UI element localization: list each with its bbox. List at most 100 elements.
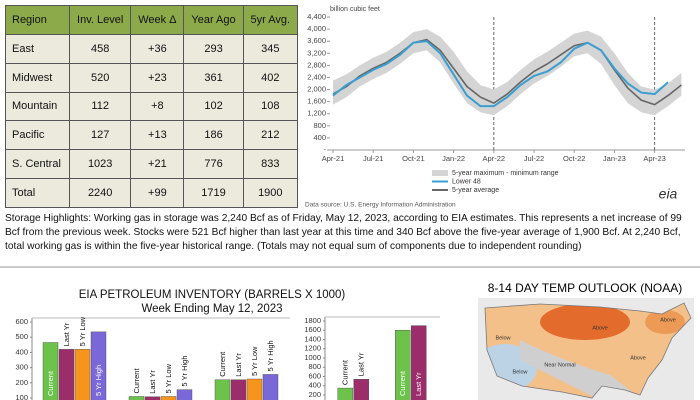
- y-tick-label: 800: [308, 362, 321, 371]
- bar: [395, 330, 411, 400]
- y-tick-label: -: [324, 145, 327, 154]
- storage-highlights: Storage Highlights: Working gas in stora…: [5, 213, 682, 252]
- y-tick-label: 1,600: [307, 97, 326, 106]
- logo: eia: [659, 186, 678, 202]
- table-cell: 402: [242, 62, 299, 93]
- table-cell: Inv. Level: [69, 5, 132, 35]
- y-axis-label: billion cubic feet: [330, 6, 380, 13]
- bar-label: 5 Yr Low: [164, 363, 173, 393]
- series-line: [332, 40, 669, 108]
- legend-label: 5-year maximum - minimum range: [452, 170, 559, 177]
- map-region: [540, 304, 630, 340]
- bar-label: Current: [132, 368, 141, 394]
- bar-label: Current: [46, 370, 55, 396]
- y-tick-label: 3,200: [307, 48, 326, 57]
- bar: [262, 374, 279, 400]
- y-tick-label: 1,200: [307, 109, 326, 118]
- table-cell: 776: [183, 149, 244, 180]
- map-region: [520, 340, 640, 398]
- x-tick-label: Oct-22: [563, 154, 586, 163]
- table-cell: 108: [242, 91, 299, 122]
- table-cell: Pacific: [4, 120, 71, 151]
- bar-label: Current: [398, 370, 407, 396]
- table-cell: 345: [242, 33, 299, 64]
- bar: [230, 379, 247, 400]
- bar: [160, 396, 177, 400]
- y-tick-label: 4,000: [307, 24, 326, 33]
- x-tick-label: Jul-21: [363, 154, 383, 163]
- legend-swatch: [432, 170, 448, 176]
- legend-label: Lower 48: [452, 178, 481, 185]
- table-row: S. Central 1023 +21 776 833: [4, 149, 299, 180]
- y-tick-label: 2,400: [307, 72, 326, 81]
- bar-label: 5 Yr High: [94, 365, 103, 396]
- y-tick-label: 1000: [304, 353, 321, 362]
- table-cell: +36: [130, 33, 185, 64]
- table-cell: 1023: [69, 149, 132, 180]
- y-tick-label: 800: [313, 121, 326, 130]
- table-row: Total 2240 +99 1719 1900: [4, 178, 299, 208]
- map-region: [645, 310, 685, 334]
- map-label: Near Normal: [544, 362, 575, 368]
- y-tick-label: 400: [313, 133, 326, 142]
- x-tick-label: Apr-21: [322, 154, 345, 163]
- x-tick-label: Apr-23: [643, 154, 666, 163]
- bar-label: 5 Yr High: [180, 355, 189, 386]
- chart-subtitle: Week Ending May 12, 2023: [141, 303, 282, 315]
- bar-label: Last Yr: [414, 372, 423, 396]
- bar: [214, 379, 231, 400]
- table-cell: Region: [4, 5, 71, 35]
- table-cell: S. Central: [4, 149, 71, 180]
- table-row: Mountain 112 +8 102 108: [4, 91, 299, 122]
- table-cell: 361: [183, 62, 244, 93]
- x-tick-label: Jan-22: [442, 154, 465, 163]
- table-cell: 293: [183, 33, 244, 64]
- table-cell: 186: [183, 120, 244, 151]
- bar: [144, 396, 161, 400]
- map-outline: [484, 302, 692, 399]
- table-cell: 127: [69, 120, 132, 151]
- map-label: Above: [592, 325, 608, 331]
- y-tick-label: 2,000: [307, 85, 326, 94]
- table-row: Pacific 127 +13 186 212: [4, 120, 299, 151]
- table-row: Midwest 520 +23 361 402: [4, 62, 299, 93]
- table-row: East 458 +36 293 345: [4, 33, 299, 64]
- bar: [353, 379, 369, 400]
- y-tick-label: 2,800: [307, 60, 326, 69]
- x-tick-label: Apr-22: [483, 154, 506, 163]
- chart-title: EIA PETROLEUM INVENTORY (BARRELS X 1000): [79, 289, 346, 301]
- bar: [128, 396, 145, 400]
- map-label: Above: [660, 317, 676, 323]
- y-tick-label: 200: [308, 390, 321, 399]
- range-band: [333, 29, 682, 116]
- table-row: Region Inv. Level Week Δ Year Ago 5yr Avg.: [4, 5, 299, 35]
- bar-label: Last Yr: [62, 322, 71, 346]
- x-tick-label: Jan-23: [603, 154, 626, 163]
- y-tick-label: 4,400: [307, 12, 326, 21]
- map-label: Below: [513, 369, 528, 375]
- table-cell: 2240: [69, 178, 132, 208]
- y-tick-label: 600: [308, 371, 321, 380]
- table-cell: +23: [130, 62, 185, 93]
- y-tick-label: 500: [15, 332, 28, 341]
- series-line: [332, 38, 682, 106]
- x-tick-label: Jul-22: [524, 154, 544, 163]
- bar-label: 5 Yr Low: [250, 346, 259, 376]
- bar: [176, 389, 193, 400]
- table-cell: 833: [242, 149, 299, 180]
- table-cell: 102: [183, 91, 244, 122]
- bar: [74, 349, 91, 400]
- table-cell: 1719: [183, 178, 244, 208]
- table-cell: +8: [130, 91, 185, 122]
- table-cell: 458: [69, 33, 132, 64]
- bar-label: Last Yr: [234, 353, 243, 377]
- bar: [42, 342, 59, 400]
- bar: [58, 349, 75, 400]
- y-tick-label: 1400: [304, 334, 321, 343]
- bar-label: Last Yr: [357, 352, 366, 376]
- y-tick-label: 100: [15, 393, 28, 400]
- map-label: Above: [630, 355, 646, 361]
- bar-label: Current: [218, 351, 227, 377]
- bar: [337, 387, 353, 400]
